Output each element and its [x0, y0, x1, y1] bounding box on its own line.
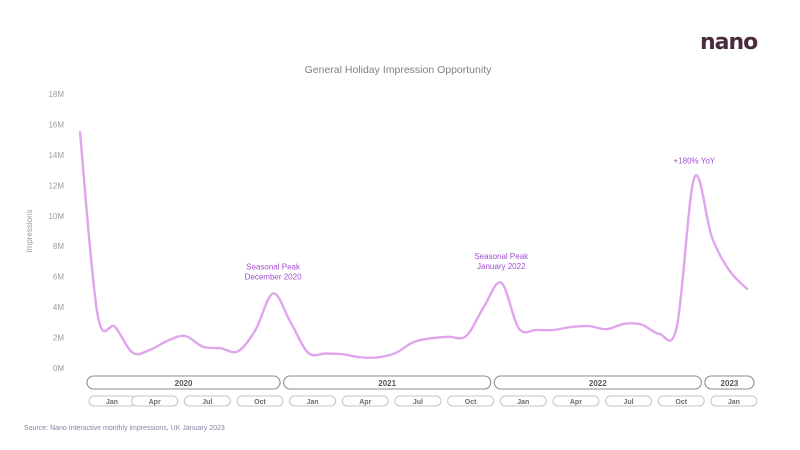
data-point — [658, 333, 660, 335]
data-point — [588, 325, 590, 327]
y-tick-label: 8M — [53, 242, 64, 251]
data-point — [693, 177, 695, 179]
data-point — [167, 339, 169, 341]
y-tick-label: 2M — [53, 334, 64, 343]
data-point — [342, 353, 344, 355]
y-tick-label: 12M — [48, 181, 64, 190]
quarter-label: Apr — [570, 399, 582, 406]
data-point — [237, 350, 239, 352]
quarter-pill — [131, 395, 179, 407]
quarter-pill — [447, 395, 495, 407]
quarter-label: Oct — [675, 399, 687, 406]
year-label: 2021 — [378, 379, 396, 388]
annotation-label: January 2022 — [477, 262, 526, 271]
quarter-label: Jul — [413, 399, 423, 406]
quarter-pill — [183, 395, 231, 407]
data-point — [289, 321, 291, 323]
data-point — [96, 314, 98, 316]
annotation-label: Seasonal Peak — [474, 252, 529, 261]
year-label: 2023 — [721, 379, 739, 388]
data-point — [184, 335, 186, 337]
quarter-pill — [499, 395, 547, 407]
data-point — [728, 269, 730, 271]
quarter-label: Jan — [307, 399, 319, 406]
data-point — [500, 282, 502, 284]
y-tick-label: 18M — [48, 90, 64, 99]
data-point — [325, 352, 327, 354]
data-point — [605, 328, 607, 330]
data-point — [272, 292, 274, 294]
quarter-label: Jul — [624, 399, 634, 406]
data-point — [149, 349, 151, 351]
quarter-label: Jan — [517, 399, 529, 406]
data-point — [79, 131, 81, 133]
data-point — [711, 236, 713, 238]
quarter-pill — [657, 395, 705, 407]
source-note: Source: Nano Interactive monthly impress… — [24, 425, 225, 432]
data-point — [132, 352, 134, 354]
y-tick-label: 14M — [48, 151, 64, 160]
quarter-label: Jan — [728, 399, 740, 406]
quarter-label: Apr — [359, 399, 371, 406]
chart-title: General Holiday Impression Opportunity — [305, 64, 493, 76]
data-point — [430, 337, 432, 339]
data-point — [676, 326, 678, 328]
data-point — [641, 323, 643, 325]
data-point — [412, 341, 414, 343]
y-tick-label: 4M — [53, 303, 64, 312]
y-axis-label: Impressions — [25, 209, 34, 252]
data-point — [377, 356, 379, 358]
data-point — [254, 329, 256, 331]
y-tick-label: 10M — [48, 212, 64, 221]
data-point — [535, 329, 537, 331]
year-pill — [704, 375, 755, 390]
y-tick-label: 0M — [53, 364, 64, 373]
quarter-label: Jul — [202, 399, 212, 406]
quarter-pill — [236, 395, 284, 407]
series-line — [78, 130, 749, 360]
quarter-pill — [394, 395, 442, 407]
brand-logo: nano — [700, 30, 758, 55]
y-tick-label: 6M — [53, 273, 64, 282]
year-pill — [493, 375, 702, 390]
data-point — [395, 352, 397, 354]
y-tick-label: 16M — [48, 120, 64, 129]
quarter-label: Oct — [254, 399, 266, 406]
data-point — [483, 306, 485, 308]
data-point — [518, 327, 520, 329]
data-point — [447, 336, 449, 338]
annotation-label: December 2020 — [245, 272, 302, 281]
data-point — [623, 323, 625, 325]
data-point — [570, 326, 572, 328]
data-point — [202, 346, 204, 348]
quarter-label: Oct — [465, 399, 477, 406]
data-point — [114, 326, 116, 328]
quarter-label: Jan — [106, 399, 118, 406]
data-point — [219, 347, 221, 349]
data-point — [553, 329, 555, 331]
data-point — [360, 356, 362, 358]
data-point — [465, 335, 467, 337]
annotation-label: +180% YoY — [674, 157, 716, 166]
quarter-pill — [605, 395, 653, 407]
quarter-pill — [710, 395, 758, 407]
quarter-label: Apr — [149, 399, 161, 406]
data-point — [307, 352, 309, 354]
annotation-label: Seasonal Peak — [246, 262, 301, 271]
data-point — [746, 288, 748, 290]
quarter-pill — [552, 395, 600, 407]
year-label: 2020 — [175, 379, 193, 388]
year-label: 2022 — [589, 379, 607, 388]
year-pill — [86, 375, 281, 390]
quarter-pill — [289, 395, 337, 407]
year-pill — [283, 375, 492, 390]
quarter-pill — [341, 395, 389, 407]
